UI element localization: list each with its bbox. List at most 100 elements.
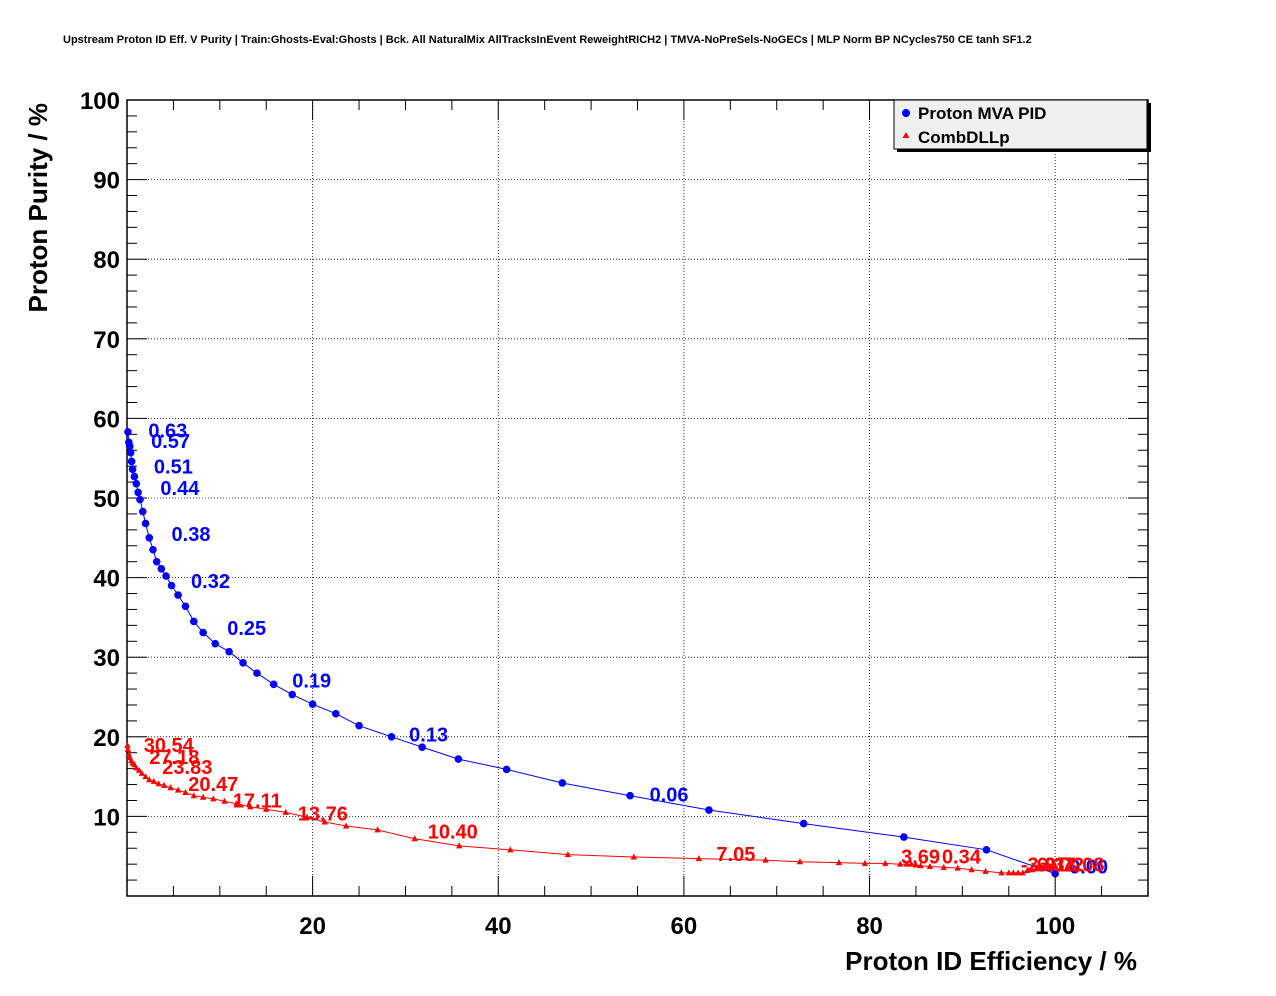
dll-point bbox=[695, 855, 702, 862]
dll-point bbox=[210, 795, 217, 802]
dll-point bbox=[861, 859, 869, 866]
x-tick-label: 20 bbox=[299, 913, 326, 940]
dll-point bbox=[150, 777, 158, 784]
dll-point bbox=[1033, 865, 1040, 872]
mva-point bbox=[134, 488, 142, 497]
data-label: -13.08 bbox=[1048, 854, 1105, 876]
dll-point bbox=[1024, 867, 1031, 874]
dll-point bbox=[456, 842, 463, 849]
x-tick-label: 40 bbox=[485, 913, 512, 940]
dll-point bbox=[835, 859, 843, 866]
y-tick-label: 90 bbox=[93, 168, 120, 195]
dll-point bbox=[247, 803, 254, 810]
dll-point bbox=[167, 784, 174, 791]
mva-point bbox=[626, 791, 634, 800]
dll-point bbox=[796, 858, 804, 865]
dll-point bbox=[182, 789, 189, 796]
dll-point bbox=[954, 864, 961, 871]
y-tick-label: 70 bbox=[93, 327, 120, 354]
dll-point bbox=[199, 793, 207, 800]
x-tick-label: 100 bbox=[1035, 913, 1075, 940]
dll-point bbox=[998, 869, 1005, 876]
dll-point bbox=[142, 773, 149, 780]
y-tick-label: 20 bbox=[93, 725, 120, 752]
dll-point bbox=[630, 853, 637, 860]
dll-point bbox=[374, 826, 381, 833]
y-tick-label: 60 bbox=[93, 406, 120, 433]
mva-point bbox=[308, 700, 317, 708]
dll-point bbox=[1005, 869, 1012, 876]
mva-point bbox=[132, 479, 141, 488]
dll-point bbox=[221, 797, 228, 804]
legend: Proton MVA PID CombDLLp bbox=[893, 99, 1151, 152]
dll-point bbox=[982, 867, 989, 874]
legend-marker-mva bbox=[902, 109, 910, 117]
mva-point bbox=[288, 690, 297, 699]
dll-point bbox=[903, 860, 910, 867]
mva-point bbox=[152, 557, 161, 566]
data-label: -3.01 bbox=[1021, 854, 1067, 876]
dll-point bbox=[882, 859, 889, 866]
legend-marker-dll bbox=[902, 132, 910, 138]
data-label: -9.72 bbox=[1038, 854, 1084, 876]
dll-point bbox=[912, 861, 920, 868]
mva-point bbox=[211, 639, 219, 648]
data-label: 0.44 bbox=[160, 478, 200, 500]
y-tick-label: 10 bbox=[93, 804, 120, 831]
mva-point bbox=[167, 581, 176, 590]
dll-point bbox=[263, 805, 270, 812]
dll-point bbox=[1038, 864, 1045, 871]
mva-point bbox=[253, 669, 261, 677]
dll-point bbox=[124, 746, 132, 753]
data-label: 0.32 bbox=[191, 571, 230, 593]
series-layer bbox=[124, 428, 1059, 878]
mva-point bbox=[1051, 869, 1059, 878]
data-label: 23.83 bbox=[162, 757, 212, 779]
mva-point bbox=[199, 628, 207, 637]
data-label: 0.06 bbox=[650, 784, 689, 806]
dll-point bbox=[940, 863, 947, 870]
y-tick-label: 40 bbox=[93, 566, 120, 593]
data-label: 3.69 bbox=[901, 846, 940, 868]
mva-point bbox=[181, 602, 190, 611]
dll-point bbox=[138, 769, 146, 776]
dll-point bbox=[1028, 866, 1036, 873]
dll-point bbox=[762, 856, 769, 863]
data-label: -6.37 bbox=[1030, 854, 1076, 876]
data-label: 17.11 bbox=[233, 791, 282, 813]
y-tick-label: 30 bbox=[93, 645, 120, 672]
y-tick-label: 80 bbox=[93, 247, 120, 274]
data-label: 0.57 bbox=[151, 431, 190, 453]
dll-point bbox=[124, 742, 131, 749]
dll-point bbox=[282, 808, 289, 815]
data-label: 0.13 bbox=[409, 725, 448, 747]
dll-point bbox=[507, 846, 514, 853]
mva-point bbox=[157, 565, 166, 573]
dll-point bbox=[1019, 869, 1026, 876]
data-label: 7.05 bbox=[716, 844, 755, 866]
data-label: 20.47 bbox=[188, 774, 238, 796]
dll-point bbox=[146, 776, 153, 783]
dll-point bbox=[917, 862, 924, 869]
mva-point bbox=[558, 779, 567, 787]
dll-point bbox=[155, 780, 162, 787]
data-label: 13.76 bbox=[298, 803, 348, 825]
mva-point bbox=[900, 833, 908, 841]
mva-point bbox=[149, 545, 157, 554]
axis-ticks: 20 40 60 80 100 10 20 30 40 50 60 70 80 90 100 bbox=[80, 88, 1149, 940]
mva-point bbox=[128, 465, 137, 474]
mva-point bbox=[332, 709, 340, 718]
dll-point bbox=[1042, 863, 1050, 870]
mva-point bbox=[705, 806, 713, 814]
dll-point bbox=[564, 851, 572, 858]
point-labels: 0.630.57 0.510.44 0.38 0.32 0.25 0.19 0.13 0.06… bbox=[144, 421, 1108, 879]
data-label: 27.18 bbox=[149, 747, 199, 769]
mva-point bbox=[982, 846, 991, 854]
mva-point bbox=[799, 819, 808, 828]
dll-point bbox=[908, 860, 915, 867]
data-label: 30.54 bbox=[144, 735, 195, 757]
dll-point bbox=[174, 786, 182, 793]
dll-point bbox=[135, 766, 143, 773]
dll-point bbox=[160, 781, 168, 788]
